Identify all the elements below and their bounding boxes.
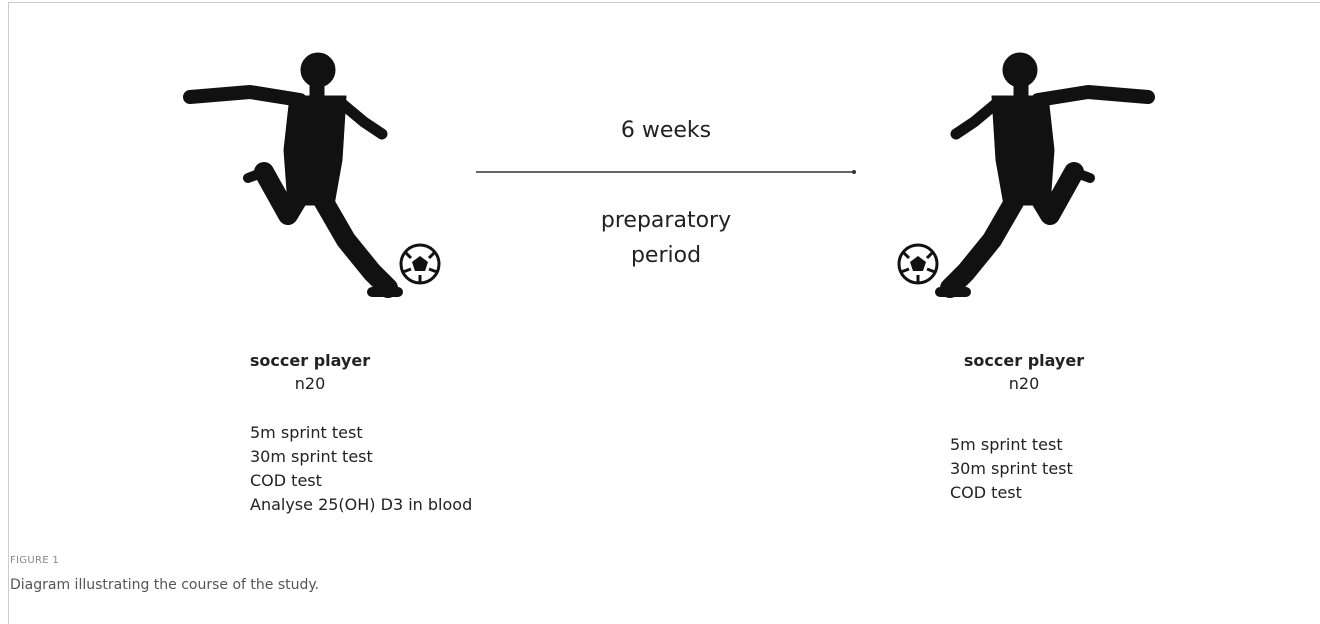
test-item: Analyse 25(OH) D3 in blood (250, 493, 472, 517)
figure-label: FIGURE 1 (10, 555, 59, 566)
figure-caption: Diagram illustrating the course of the s… (10, 577, 319, 593)
test-item: COD test (950, 481, 1073, 505)
group-size: n20 (944, 372, 1104, 396)
player-icon (899, 53, 1148, 292)
arrow-head (852, 170, 856, 174)
group-size: n20 (230, 372, 390, 396)
group-title: soccer player (944, 349, 1104, 373)
test-item: COD test (250, 469, 472, 493)
test-item: 30m sprint test (250, 445, 472, 469)
test-item: 5m sprint test (950, 433, 1073, 457)
player-icon (190, 53, 439, 292)
diagram (0, 0, 1320, 623)
group-title: soccer player (230, 349, 390, 373)
period-label: preparatory period (581, 203, 751, 273)
duration: 6 weeks (566, 113, 766, 148)
page: 6 weeks preparatory period soccer player… (0, 0, 1320, 623)
test-item: 5m sprint test (250, 421, 472, 445)
test-item: 30m sprint test (950, 457, 1073, 481)
